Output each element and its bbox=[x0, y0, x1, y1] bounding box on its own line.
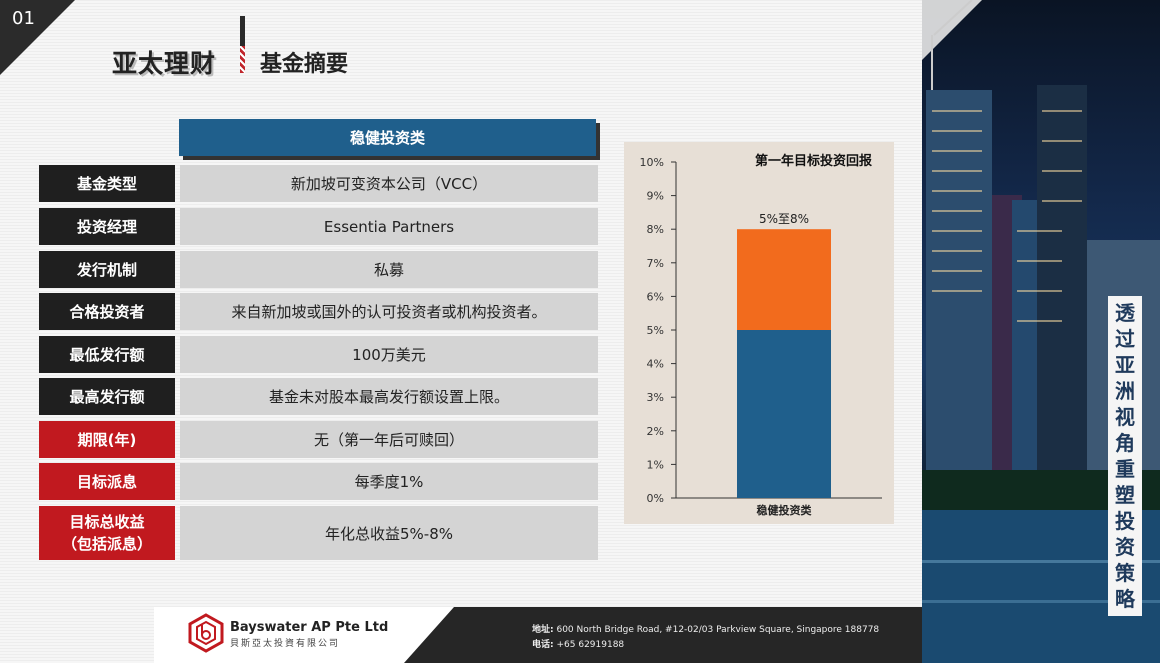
brand-title: 亚太理财 bbox=[112, 49, 217, 78]
y-tick-label: 4% bbox=[647, 358, 664, 371]
footer-address: 地址: 600 North Bridge Road, #12-02/03 Par… bbox=[532, 622, 879, 635]
table-row: 目标派息 每季度1% bbox=[39, 463, 598, 500]
y-tick-label: 1% bbox=[647, 458, 664, 471]
table-row: 合格投资者 来自新加坡或国外的认可投资者或机构投资者。 bbox=[39, 293, 598, 330]
table-row: 最高发行额 基金未对股本最高发行额设置上限。 bbox=[39, 378, 598, 415]
skyline-illustration bbox=[922, 0, 1160, 663]
y-tick-label: 3% bbox=[647, 391, 664, 404]
row-label: 投资经理 bbox=[39, 208, 175, 245]
title-divider bbox=[240, 16, 245, 73]
table-row: 目标总收益 （包括派息） 年化总收益5%-8% bbox=[39, 506, 598, 560]
row-label: 发行机制 bbox=[39, 251, 175, 288]
row-label-line: 目标总收益 bbox=[69, 513, 145, 531]
y-tick-label: 10% bbox=[640, 156, 664, 169]
phone-label: 电话: bbox=[532, 640, 554, 650]
slide-number-corner bbox=[0, 0, 75, 75]
row-label: 基金类型 bbox=[39, 165, 175, 202]
chart-title: 第一年目标投资回报 bbox=[755, 154, 873, 169]
table-row: 最低发行额 100万美元 bbox=[39, 336, 598, 373]
row-value: 基金未对股本最高发行额设置上限。 bbox=[180, 378, 598, 415]
company-logo-icon bbox=[188, 613, 224, 653]
row-value: 无（第一年后可赎回） bbox=[180, 421, 598, 458]
y-tick-label: 9% bbox=[647, 190, 664, 203]
row-value: 私募 bbox=[180, 251, 598, 288]
phone-value: +65 62919188 bbox=[556, 640, 625, 650]
y-tick-label: 0% bbox=[647, 492, 664, 505]
title-divider-stripe bbox=[240, 46, 245, 73]
table-row: 投资经理 Essentia Partners bbox=[39, 208, 598, 245]
row-value: Essentia Partners bbox=[180, 208, 598, 245]
table-row: 发行机制 私募 bbox=[39, 251, 598, 288]
x-tick-label: 稳健投资类 bbox=[757, 503, 813, 517]
row-label: 合格投资者 bbox=[39, 293, 175, 330]
row-label: 最高发行额 bbox=[39, 378, 175, 415]
bar-segment bbox=[737, 330, 831, 498]
bar-segment bbox=[737, 229, 831, 330]
tagline-vertical: 透过亚洲视角重塑投资策略 bbox=[1108, 296, 1142, 616]
row-value: 年化总收益5%-8% bbox=[180, 506, 598, 560]
row-label: 最低发行额 bbox=[39, 336, 175, 373]
y-tick-label: 7% bbox=[647, 257, 664, 270]
address-label: 地址: bbox=[532, 625, 554, 635]
bar-data-label: 5%至8% bbox=[759, 212, 809, 226]
company-name-cn: 貝斯亞太投資有限公司 bbox=[230, 639, 341, 649]
table-row: 期限(年) 无（第一年后可赎回） bbox=[39, 421, 598, 458]
row-label: 目标总收益 （包括派息） bbox=[39, 506, 175, 560]
y-tick-label: 6% bbox=[647, 290, 664, 303]
table-header: 稳健投资类 bbox=[179, 119, 596, 156]
address-value: 600 North Bridge Road, #12-02/03 Parkvie… bbox=[556, 625, 880, 635]
footer-contact-area bbox=[404, 607, 922, 663]
row-value: 来自新加坡或国外的认可投资者或机构投资者。 bbox=[180, 293, 598, 330]
y-tick-label: 8% bbox=[647, 223, 664, 236]
row-label: 期限(年) bbox=[39, 421, 175, 458]
slide-number: 01 bbox=[12, 8, 35, 29]
tagline-text: 透过亚洲视角重塑投资策略 bbox=[1115, 301, 1135, 611]
page-title: 基金摘要 bbox=[260, 52, 349, 77]
company-name: Bayswater AP Pte Ltd bbox=[230, 620, 389, 635]
row-label-line: （包括派息） bbox=[61, 535, 152, 553]
row-value: 每季度1% bbox=[180, 463, 598, 500]
table-row: 基金类型 新加坡可变资本公司（VCC） bbox=[39, 165, 598, 202]
y-tick-label: 5% bbox=[647, 324, 664, 337]
footer-phone: 电话: +65 62919188 bbox=[532, 637, 624, 650]
row-value: 100万美元 bbox=[180, 336, 598, 373]
row-label: 目标派息 bbox=[39, 463, 175, 500]
row-value: 新加坡可变资本公司（VCC） bbox=[180, 165, 598, 202]
y-tick-label: 2% bbox=[647, 425, 664, 438]
return-chart: 0% 1% 2% 3% 4% 5% 6% 7% 8% 9% 10% 5%至8% 稳健投资类 bbox=[640, 156, 882, 517]
